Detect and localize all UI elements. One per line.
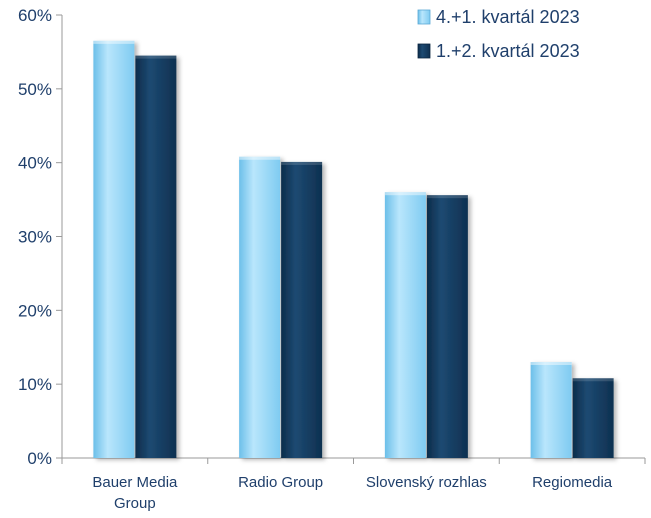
y-tick-label: 10% [18,375,52,394]
x-axis-labels: Bauer Media Group Radio Group Slovenský roz… [92,474,612,512]
bar-top-highlight [135,55,177,59]
x-tick-label: Bauer Media Group [92,474,178,512]
y-tick-label: 0% [27,449,52,468]
bars [93,40,614,459]
y-tick-label: 60% [18,6,52,25]
bar-top-highlight [530,362,572,366]
bar-series-1-0 [93,40,135,458]
bar-top-highlight [281,161,323,165]
legend-swatch-series-2 [417,43,431,59]
y-tick-label: 20% [18,301,52,320]
bar-series-2-2 [426,195,468,459]
bar-top-highlight [572,378,614,382]
bar-top-highlight [426,195,468,199]
x-tick-label: Slovenský rozhlas [366,474,487,491]
legend: 4.+1. kvartál 2023 1.+2. kvartál 2023 [417,7,580,61]
x-tick-label: Regiomedia [532,474,613,491]
y-tick-label: 50% [18,80,52,99]
bar-top-highlight [384,192,426,196]
x-tick-label: Radio Group [238,474,323,491]
y-tick-label: 30% [18,228,52,247]
bar-series-2-1 [281,161,323,458]
bar-series-1-3 [530,362,572,458]
bar-top-highlight [239,156,281,160]
legend-swatch-series-1 [417,9,431,25]
bar-series-2-0 [135,55,177,458]
bar-series-1-1 [239,156,281,458]
bar-top-highlight [93,40,135,44]
bar-series-2-3 [572,378,614,458]
y-tick-label: 40% [18,154,52,173]
bar-series-1-2 [384,192,426,458]
legend-label-series-2: 1.+2. kvartál 2023 [436,41,580,61]
legend-label-series-1: 4.+1. kvartál 2023 [436,7,580,27]
